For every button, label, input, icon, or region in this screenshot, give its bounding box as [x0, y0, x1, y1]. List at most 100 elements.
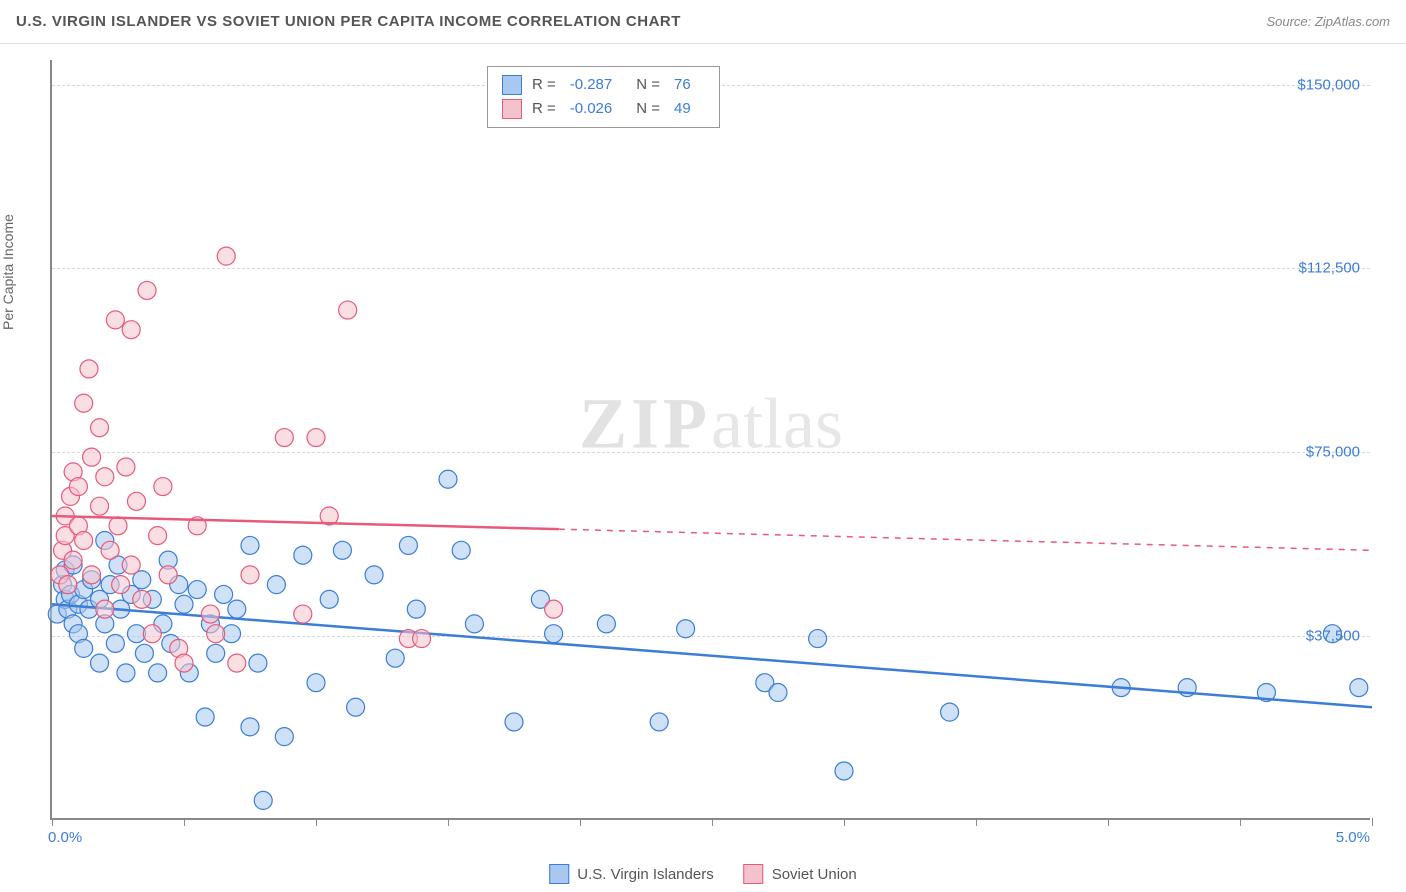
data-point: [241, 718, 259, 736]
data-point: [228, 600, 246, 618]
data-point: [241, 536, 259, 554]
ytick-label: $150,000: [1297, 76, 1360, 93]
data-point: [386, 649, 404, 667]
data-point: [249, 654, 267, 672]
data-point: [69, 478, 87, 496]
data-point: [267, 576, 285, 594]
data-point: [275, 429, 293, 447]
data-point: [117, 458, 135, 476]
data-point: [106, 311, 124, 329]
data-point: [91, 497, 109, 515]
data-point: [241, 566, 259, 584]
data-point: [127, 492, 145, 510]
data-point: [122, 321, 140, 339]
data-point: [75, 532, 93, 550]
data-point: [294, 605, 312, 623]
trendline-solid: [52, 604, 1372, 707]
xtick: [316, 818, 317, 826]
data-point: [545, 625, 563, 643]
data-point: [154, 478, 172, 496]
data-point: [275, 728, 293, 746]
data-point: [101, 541, 119, 559]
data-point: [307, 674, 325, 692]
data-point: [80, 360, 98, 378]
data-point: [135, 644, 153, 662]
data-point: [196, 708, 214, 726]
xtick: [1372, 818, 1373, 826]
xtick: [1108, 818, 1109, 826]
data-point: [112, 576, 130, 594]
data-point: [149, 527, 167, 545]
chart-title: U.S. VIRGIN ISLANDER VS SOVIET UNION PER…: [16, 13, 681, 30]
legend-swatch: [502, 99, 522, 119]
legend-correlation-row: R =-0.287N =76: [502, 73, 705, 97]
data-point: [650, 713, 668, 731]
data-point: [439, 470, 457, 488]
xtick: [580, 818, 581, 826]
chart-header: U.S. VIRGIN ISLANDER VS SOVIET UNION PER…: [0, 0, 1406, 44]
data-point: [307, 429, 325, 447]
xtick: [52, 818, 53, 826]
data-point: [175, 595, 193, 613]
data-point: [75, 394, 93, 412]
data-point: [294, 546, 312, 564]
data-point: [175, 654, 193, 672]
data-point: [228, 654, 246, 672]
data-point: [545, 600, 563, 618]
legend-item-us-virgin-islanders: U.S. Virgin Islanders: [549, 864, 713, 884]
data-point: [207, 625, 225, 643]
data-point: [399, 536, 417, 554]
ytick-label: $75,000: [1306, 444, 1360, 461]
xtick: [1240, 818, 1241, 826]
data-point: [407, 600, 425, 618]
data-point: [1350, 679, 1368, 697]
data-point: [941, 703, 959, 721]
legend-label-1: Soviet Union: [772, 866, 857, 883]
data-point: [465, 615, 483, 633]
data-point: [109, 517, 127, 535]
data-point: [64, 551, 82, 569]
legend-correlation-box: R =-0.287N =76R =-0.026N =49: [487, 66, 720, 128]
data-point: [207, 644, 225, 662]
legend-n-label: N =: [636, 73, 660, 97]
trendline-dashed: [559, 529, 1372, 550]
xtick: [844, 818, 845, 826]
data-point: [91, 419, 109, 437]
data-point: [320, 590, 338, 608]
data-point: [143, 625, 161, 643]
ytick-label: $37,500: [1306, 628, 1360, 645]
legend-r-value: -0.026: [570, 97, 613, 121]
legend-swatch-blue: [549, 864, 569, 884]
trendline-solid: [52, 516, 559, 529]
xtick: [184, 818, 185, 826]
xtick: [448, 818, 449, 826]
legend-correlation-row: R =-0.026N =49: [502, 97, 705, 121]
data-point: [75, 639, 93, 657]
data-point: [201, 605, 219, 623]
data-point: [122, 556, 140, 574]
data-point: [159, 566, 177, 584]
legend-n-value: 76: [674, 73, 691, 97]
legend-n-value: 49: [674, 97, 691, 121]
source-label: Source: ZipAtlas.com: [1266, 14, 1390, 29]
legend-swatch: [502, 75, 522, 95]
data-point: [188, 581, 206, 599]
data-point: [809, 630, 827, 648]
legend-swatch-pink: [744, 864, 764, 884]
data-point: [215, 585, 233, 603]
data-point: [106, 634, 124, 652]
data-point: [835, 762, 853, 780]
data-point: [91, 654, 109, 672]
data-point: [769, 684, 787, 702]
data-point: [254, 791, 272, 809]
data-point: [413, 630, 431, 648]
data-point: [83, 448, 101, 466]
data-point: [452, 541, 470, 559]
legend-r-label: R =: [532, 73, 556, 97]
y-axis-label: Per Capita Income: [0, 214, 16, 330]
data-point: [365, 566, 383, 584]
data-point: [597, 615, 615, 633]
xtick: [712, 818, 713, 826]
xtick: [976, 818, 977, 826]
ytick-label: $112,500: [1299, 260, 1360, 277]
